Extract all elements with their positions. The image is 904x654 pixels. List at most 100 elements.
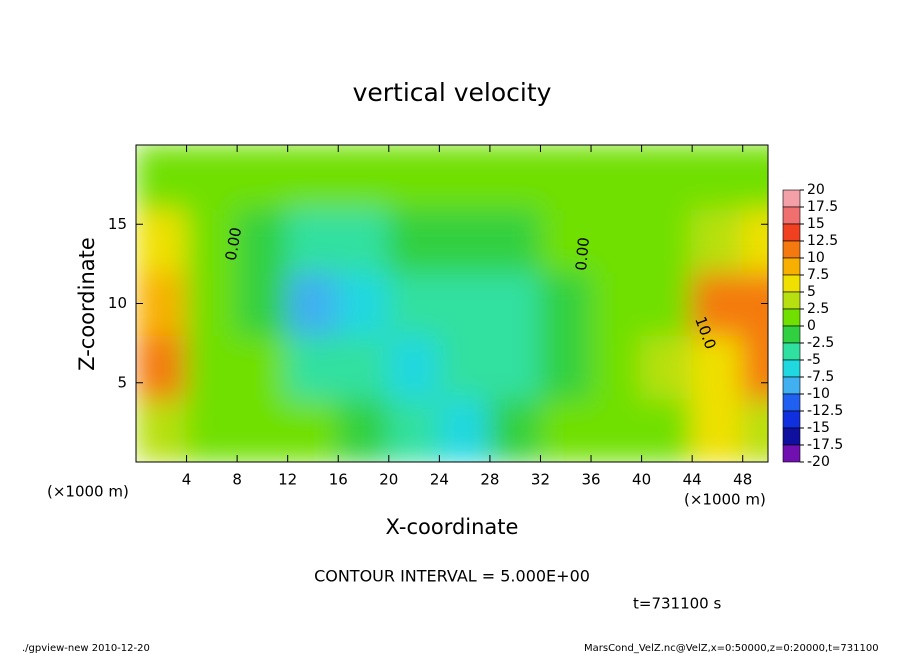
colorbar-label: -5 (807, 352, 821, 368)
field-cell (590, 207, 643, 273)
field-cell (741, 207, 768, 273)
field-cell (539, 145, 593, 210)
field-cell (185, 270, 239, 337)
colorbar-label: -10 (807, 386, 830, 402)
field-cell (741, 334, 768, 400)
field-cell (438, 334, 491, 400)
field-cell (488, 270, 542, 337)
field-cell (640, 145, 694, 210)
colorbar-label: -7.5 (807, 369, 834, 385)
footer-left: ./gpview-new 2010-12-20 (22, 643, 150, 654)
contour-label: 0.00 (572, 237, 593, 272)
field-cell (236, 334, 289, 400)
field-cell (236, 397, 289, 462)
field-cell (590, 145, 643, 210)
field-cell (691, 397, 744, 462)
colorbar-label: 15 (807, 216, 825, 232)
field-cell (691, 334, 744, 400)
colorbar-label: 20 (807, 182, 825, 198)
field-cell (185, 145, 239, 210)
field-cell (488, 207, 542, 273)
colorbar-box (782, 189, 801, 208)
x-tick-label: 20 (379, 471, 398, 489)
x-tick-label: 28 (480, 471, 499, 489)
y-tick-label: 10 (108, 294, 127, 312)
colorbar-label: 2.5 (807, 301, 829, 317)
contour-interval: CONTOUR INTERVAL = 5.000E+00 (314, 567, 590, 586)
field-cell (136, 334, 188, 400)
field-cell (286, 334, 340, 400)
colorbar-box (782, 410, 801, 429)
field-cell (286, 270, 340, 337)
field-cell (286, 397, 340, 462)
field-cell (640, 270, 694, 337)
y-tick-label: 5 (117, 373, 127, 391)
x-axis-label: X-coordinate (386, 515, 519, 539)
chart-title: vertical velocity (353, 78, 552, 107)
field-cell (337, 207, 390, 273)
field-cell (236, 270, 289, 337)
field-cell (438, 145, 491, 210)
cells (136, 145, 768, 462)
colorbar-box (782, 291, 801, 310)
field-cell (438, 207, 491, 273)
field-cell (590, 270, 643, 337)
field-cell (539, 334, 593, 400)
field-cell (741, 397, 768, 462)
field-cell (691, 207, 744, 273)
field-cell (590, 334, 643, 400)
field-cell (337, 397, 390, 462)
x-tick-label: 24 (430, 471, 449, 489)
field-cell (387, 270, 441, 337)
field-cell (387, 145, 441, 210)
field-cell (488, 334, 542, 400)
field-cell (488, 397, 542, 462)
colorbar-label: 10 (807, 250, 825, 266)
colorbar-box (782, 359, 801, 378)
x-tick-label: 4 (182, 471, 192, 489)
field-cell (286, 207, 340, 273)
field-cell (640, 397, 694, 462)
colorbar-box (782, 308, 801, 327)
field-cell (387, 207, 441, 273)
colorbar-label: 0 (807, 318, 816, 334)
x-tick-label: 36 (581, 471, 600, 489)
field-cell (185, 334, 239, 400)
x-tick-label: 40 (632, 471, 651, 489)
colorbar-box (782, 342, 801, 361)
y-axis-label: Z-coordinate (75, 237, 99, 371)
colorbar-label: -15 (807, 420, 830, 436)
x-tick-label: 16 (329, 471, 348, 489)
field-cell (438, 270, 491, 337)
footer-right: MarsCond_VelZ.nc@VelZ,x=0:50000,z=0:2000… (584, 643, 879, 654)
field-cell (640, 207, 694, 273)
field-cell (539, 270, 593, 337)
colorbar-box (782, 223, 801, 242)
y-unit: (×1000 m) (47, 483, 129, 501)
x-tick-label: 48 (733, 471, 752, 489)
x-tick-label: 8 (232, 471, 242, 489)
field-cell (590, 397, 643, 462)
x-tick-label: 32 (531, 471, 550, 489)
field-cell (691, 270, 744, 337)
colorbar-label: 12.5 (807, 233, 838, 249)
field-cell (236, 207, 289, 273)
contour-label: 0.00 (222, 226, 246, 262)
field-cell (337, 145, 390, 210)
colorbar-box (782, 444, 801, 463)
x-tick-label: 44 (683, 471, 702, 489)
colorbar-label: 17.5 (807, 199, 838, 215)
colorbar-label: -17.5 (807, 437, 843, 453)
colorbar-box (782, 376, 801, 395)
field-cell (640, 334, 694, 400)
x-unit: (×1000 m) (684, 491, 766, 509)
colorbar-box (782, 274, 801, 293)
colorbar-box (782, 427, 801, 446)
field-cell (387, 397, 441, 462)
field-cell (136, 207, 188, 273)
field-cell (539, 207, 593, 273)
field-cell (136, 270, 188, 337)
field-cell (185, 207, 239, 273)
field-cell (337, 270, 390, 337)
